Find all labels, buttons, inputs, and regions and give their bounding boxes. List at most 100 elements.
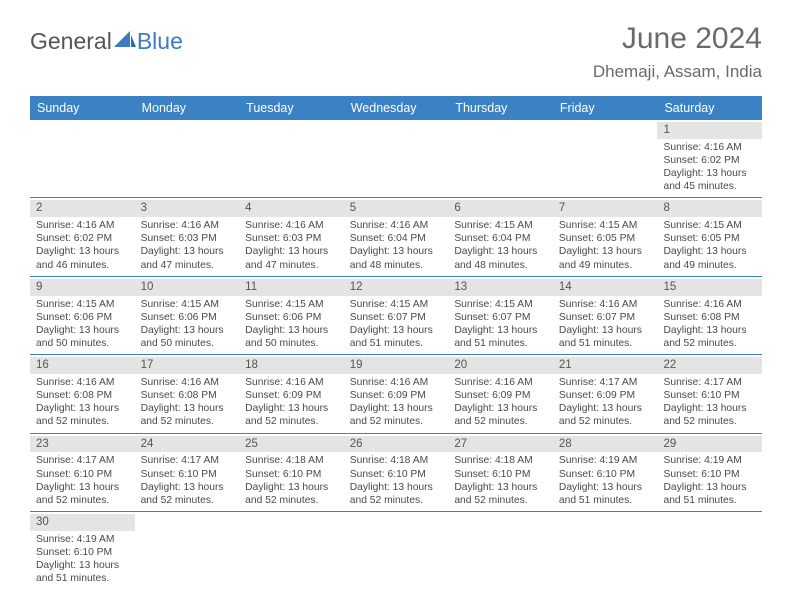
daylight-line: Daylight: 13 hours and 52 minutes. [245, 481, 338, 507]
calendar-cell: 24Sunrise: 4:17 AMSunset: 6:10 PMDayligh… [135, 434, 240, 511]
calendar-cell: 28Sunrise: 4:19 AMSunset: 6:10 PMDayligh… [553, 434, 658, 511]
daylight-line: Daylight: 13 hours and 50 minutes. [36, 324, 129, 350]
weekday-header: Friday [553, 96, 658, 120]
calendar-weeks: 1Sunrise: 4:16 AMSunset: 6:02 PMDaylight… [30, 120, 762, 589]
day-number: 17 [135, 357, 240, 374]
calendar: SundayMondayTuesdayWednesdayThursdayFrid… [30, 96, 762, 589]
sunrise-line: Sunrise: 4:16 AM [141, 219, 234, 232]
daylight-line: Daylight: 13 hours and 51 minutes. [350, 324, 443, 350]
calendar-cell: 11Sunrise: 4:15 AMSunset: 6:06 PMDayligh… [239, 277, 344, 354]
day-number: 9 [30, 279, 135, 296]
sunrise-line: Sunrise: 4:15 AM [559, 219, 652, 232]
calendar-cell: 17 Sunrise: 4:16 AMSunset: 6:08 PMDayligh… [135, 355, 240, 432]
day-number: 25 [239, 436, 344, 453]
calendar-cell: 26Sunrise: 4:18 AMSunset: 6:10 PMDayligh… [344, 434, 449, 511]
sunset-line: Sunset: 6:08 PM [663, 311, 756, 324]
sunset-line: Sunset: 6:10 PM [350, 468, 443, 481]
calendar-cell-empty [448, 512, 553, 589]
day-number: 14 [553, 279, 658, 296]
sunset-line: Sunset: 6:09 PM [245, 389, 338, 402]
day-number: 13 [448, 279, 553, 296]
calendar-cell-empty [135, 512, 240, 589]
sunrise-line: Sunrise: 4:18 AM [350, 454, 443, 467]
day-number: 26 [344, 436, 449, 453]
sunrise-line: Sunrise: 4:19 AM [559, 454, 652, 467]
sunrise-line: Sunrise: 4:15 AM [663, 219, 756, 232]
daylight-line: Daylight: 13 hours and 51 minutes. [454, 324, 547, 350]
calendar-cell: 12Sunrise: 4:15 AMSunset: 6:07 PMDayligh… [344, 277, 449, 354]
day-number: 18 [239, 357, 344, 374]
calendar-week-row: 1Sunrise: 4:16 AMSunset: 6:02 PMDaylight… [30, 120, 762, 198]
calendar-cell-empty [553, 512, 658, 589]
sunset-line: Sunset: 6:10 PM [663, 389, 756, 402]
sunrise-line: Sunrise: 4:16 AM [559, 298, 652, 311]
calendar-cell-empty [344, 120, 449, 197]
page-header: General Blue June 2024 Dhemaji, Assam, I… [0, 0, 792, 90]
daylight-line: Daylight: 13 hours and 52 minutes. [141, 402, 234, 428]
sunrise-line: Sunrise: 4:16 AM [141, 376, 234, 389]
day-number: 7 [553, 200, 658, 217]
calendar-cell: 27Sunrise: 4:18 AMSunset: 6:10 PMDayligh… [448, 434, 553, 511]
daylight-line: Daylight: 13 hours and 50 minutes. [245, 324, 338, 350]
calendar-cell: 29Sunrise: 4:19 AMSunset: 6:10 PMDayligh… [657, 434, 762, 511]
daylight-line: Daylight: 13 hours and 48 minutes. [454, 245, 547, 271]
day-number: 16 [30, 357, 135, 374]
sunrise-line: Sunrise: 4:17 AM [559, 376, 652, 389]
daylight-line: Daylight: 13 hours and 52 minutes. [36, 402, 129, 428]
sunset-line: Sunset: 6:06 PM [36, 311, 129, 324]
daylight-line: Daylight: 13 hours and 52 minutes. [663, 402, 756, 428]
brand-text-general: General [30, 28, 112, 55]
day-number: 29 [657, 436, 762, 453]
sunrise-line: Sunrise: 4:16 AM [245, 376, 338, 389]
daylight-line: Daylight: 13 hours and 47 minutes. [245, 245, 338, 271]
sunset-line: Sunset: 6:09 PM [559, 389, 652, 402]
sunset-line: Sunset: 6:07 PM [559, 311, 652, 324]
sunrise-line: Sunrise: 4:16 AM [36, 219, 129, 232]
calendar-cell: 8Sunrise: 4:15 AMSunset: 6:05 PMDaylight… [657, 198, 762, 275]
calendar-cell: 4Sunrise: 4:16 AMSunset: 6:03 PMDaylight… [239, 198, 344, 275]
daylight-line: Daylight: 13 hours and 52 minutes. [36, 481, 129, 507]
sunrise-line: Sunrise: 4:19 AM [36, 533, 129, 546]
weekday-header: Thursday [448, 96, 553, 120]
sunrise-line: Sunrise: 4:16 AM [663, 298, 756, 311]
calendar-cell: 2Sunrise: 4:16 AMSunset: 6:02 PMDaylight… [30, 198, 135, 275]
sunrise-line: Sunrise: 4:15 AM [350, 298, 443, 311]
daylight-line: Daylight: 13 hours and 46 minutes. [36, 245, 129, 271]
daylight-line: Daylight: 13 hours and 49 minutes. [663, 245, 756, 271]
daylight-line: Daylight: 13 hours and 47 minutes. [141, 245, 234, 271]
sunrise-line: Sunrise: 4:15 AM [454, 298, 547, 311]
day-number: 21 [553, 357, 658, 374]
sunset-line: Sunset: 6:07 PM [350, 311, 443, 324]
brand-logo: General Blue [30, 28, 183, 55]
sunrise-line: Sunrise: 4:17 AM [663, 376, 756, 389]
calendar-cell: 10Sunrise: 4:15 AMSunset: 6:06 PMDayligh… [135, 277, 240, 354]
sunrise-line: Sunrise: 4:16 AM [245, 219, 338, 232]
sunrise-line: Sunrise: 4:16 AM [454, 376, 547, 389]
calendar-cell: 9Sunrise: 4:15 AMSunset: 6:06 PMDaylight… [30, 277, 135, 354]
sunrise-line: Sunrise: 4:17 AM [141, 454, 234, 467]
sunset-line: Sunset: 6:04 PM [350, 232, 443, 245]
calendar-week-row: 30Sunrise: 4:19 AMSunset: 6:10 PMDayligh… [30, 512, 762, 589]
day-number: 15 [657, 279, 762, 296]
sunrise-line: Sunrise: 4:17 AM [36, 454, 129, 467]
calendar-week-row: 16Sunrise: 4:16 AMSunset: 6:08 PMDayligh… [30, 355, 762, 433]
weekday-header: Wednesday [344, 96, 449, 120]
sunset-line: Sunset: 6:04 PM [454, 232, 547, 245]
weekday-header-row: SundayMondayTuesdayWednesdayThursdayFrid… [30, 96, 762, 120]
calendar-cell: 1Sunrise: 4:16 AMSunset: 6:02 PMDaylight… [657, 120, 762, 197]
day-number: 2 [30, 200, 135, 217]
sunset-line: Sunset: 6:09 PM [350, 389, 443, 402]
sunset-line: Sunset: 6:10 PM [36, 546, 129, 559]
sunrise-line: Sunrise: 4:15 AM [141, 298, 234, 311]
sunset-line: Sunset: 6:10 PM [663, 468, 756, 481]
sunset-line: Sunset: 6:08 PM [141, 389, 234, 402]
day-number: 5 [344, 200, 449, 217]
sunrise-line: Sunrise: 4:16 AM [350, 219, 443, 232]
daylight-line: Daylight: 13 hours and 52 minutes. [350, 481, 443, 507]
sail-icon [114, 28, 136, 55]
calendar-cell-empty [344, 512, 449, 589]
day-number: 4 [239, 200, 344, 217]
weekday-header: Saturday [657, 96, 762, 120]
calendar-cell-empty [135, 120, 240, 197]
month-title: June 2024 [593, 22, 762, 56]
